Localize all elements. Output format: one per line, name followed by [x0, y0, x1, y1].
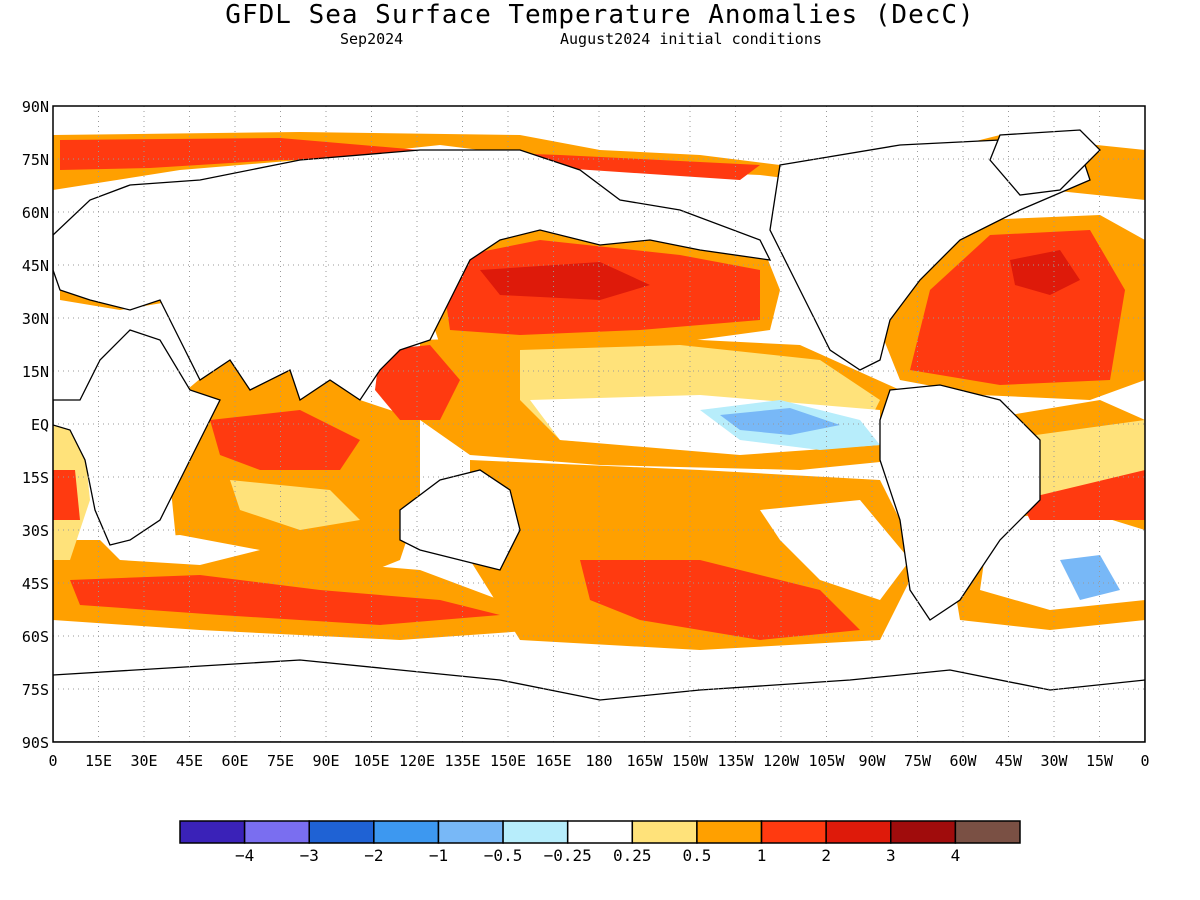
initial-conditions: August2024 initial conditions	[560, 30, 822, 48]
colorbar-swatch	[502, 820, 569, 844]
longitude-label: 180	[585, 752, 612, 770]
latitude-label: 90N	[22, 98, 49, 116]
longitude-label: 75W	[904, 752, 932, 770]
longitude-label: 75E	[267, 752, 294, 770]
latitude-label: EQ	[31, 416, 49, 434]
longitude-label: 105W	[808, 752, 845, 770]
latitude-label: 30S	[22, 522, 49, 540]
longitude-label: 0	[48, 752, 57, 770]
colorbar-swatch	[954, 820, 1021, 844]
longitude-label: 90W	[858, 752, 886, 770]
colorbar-swatch	[179, 820, 246, 844]
longitude-label: 60W	[949, 752, 977, 770]
latitude-label: 75S	[22, 681, 49, 699]
forecast-month: Sep2024	[340, 30, 404, 48]
longitude-label: 30W	[1040, 752, 1068, 770]
map-frame	[52, 105, 1146, 743]
longitude-label: 15W	[1086, 752, 1114, 770]
longitude-label: 90E	[312, 752, 339, 770]
colorbar-label: 0.25	[613, 846, 652, 865]
longitude-label: 60E	[221, 752, 248, 770]
longitude-label: 120W	[763, 752, 800, 770]
latitude-label: 15S	[22, 469, 49, 487]
colorbar-label: 2	[821, 846, 831, 865]
latitude-labels: 90N 75N 60N 45N 30N 15N EQ 15S 30S 45S 60S 75S 90S	[22, 98, 49, 752]
colorbar-label: 1	[757, 846, 767, 865]
colorbar-swatch	[890, 820, 957, 844]
colorbar-swatch	[308, 820, 375, 844]
colorbar-label: −0.25	[544, 846, 592, 865]
latitude-label: 30N	[22, 310, 49, 328]
longitude-label: 105E	[353, 752, 389, 770]
longitude-label: 135W	[717, 752, 754, 770]
longitude-label: 45W	[995, 752, 1023, 770]
longitude-label: 135E	[444, 752, 480, 770]
latitude-label: 60S	[22, 628, 49, 646]
longitude-labels: 0 15E 30E 45E 60E 75E 90E 105E 120E 135E 150E 165E 1…	[48, 752, 1149, 770]
colorbar-label: 3	[886, 846, 896, 865]
colorbar-label: −4	[235, 846, 254, 865]
latitude-label: 60N	[22, 204, 49, 222]
colorbar-label: 4	[951, 846, 961, 865]
colorbar-label: −3	[300, 846, 319, 865]
longitude-label: 30E	[130, 752, 157, 770]
longitude-label: 15E	[85, 752, 112, 770]
graticule	[53, 106, 1145, 742]
colorbar-swatch	[437, 820, 504, 844]
latitude-label: 45S	[22, 575, 49, 593]
longitude-label: 165W	[626, 752, 663, 770]
longitude-label: 45E	[176, 752, 203, 770]
colorbar-label: 0.5	[682, 846, 711, 865]
latitude-label: 75N	[22, 151, 49, 169]
colorbar-swatch	[631, 820, 698, 844]
colorbar-swatch	[696, 820, 763, 844]
colorbar-label: −2	[364, 846, 383, 865]
longitude-label: 150W	[672, 752, 709, 770]
colorbar-swatch	[825, 820, 892, 844]
longitude-label: 165E	[535, 752, 571, 770]
longitude-label: 150E	[490, 752, 526, 770]
colorbar: −4 −3 −2 −1 −0.5 −0.25 0.25 0.5 1 2 3 4	[179, 820, 1021, 865]
latitude-label: 45N	[22, 257, 49, 275]
colorbar-label: −1	[429, 846, 448, 865]
colorbar-swatch	[566, 820, 634, 844]
colorbar-label: −0.5	[484, 846, 523, 865]
latitude-label: 15N	[22, 363, 49, 381]
longitude-label: 120E	[399, 752, 435, 770]
colorbar-swatch	[243, 820, 310, 844]
map-title: GFDL Sea Surface Temperature Anomalies (…	[225, 0, 975, 30]
latitude-label: 90S	[22, 734, 49, 752]
colorbar-swatch	[760, 820, 827, 844]
colorbar-swatch	[373, 820, 440, 844]
longitude-label: 0	[1140, 752, 1149, 770]
